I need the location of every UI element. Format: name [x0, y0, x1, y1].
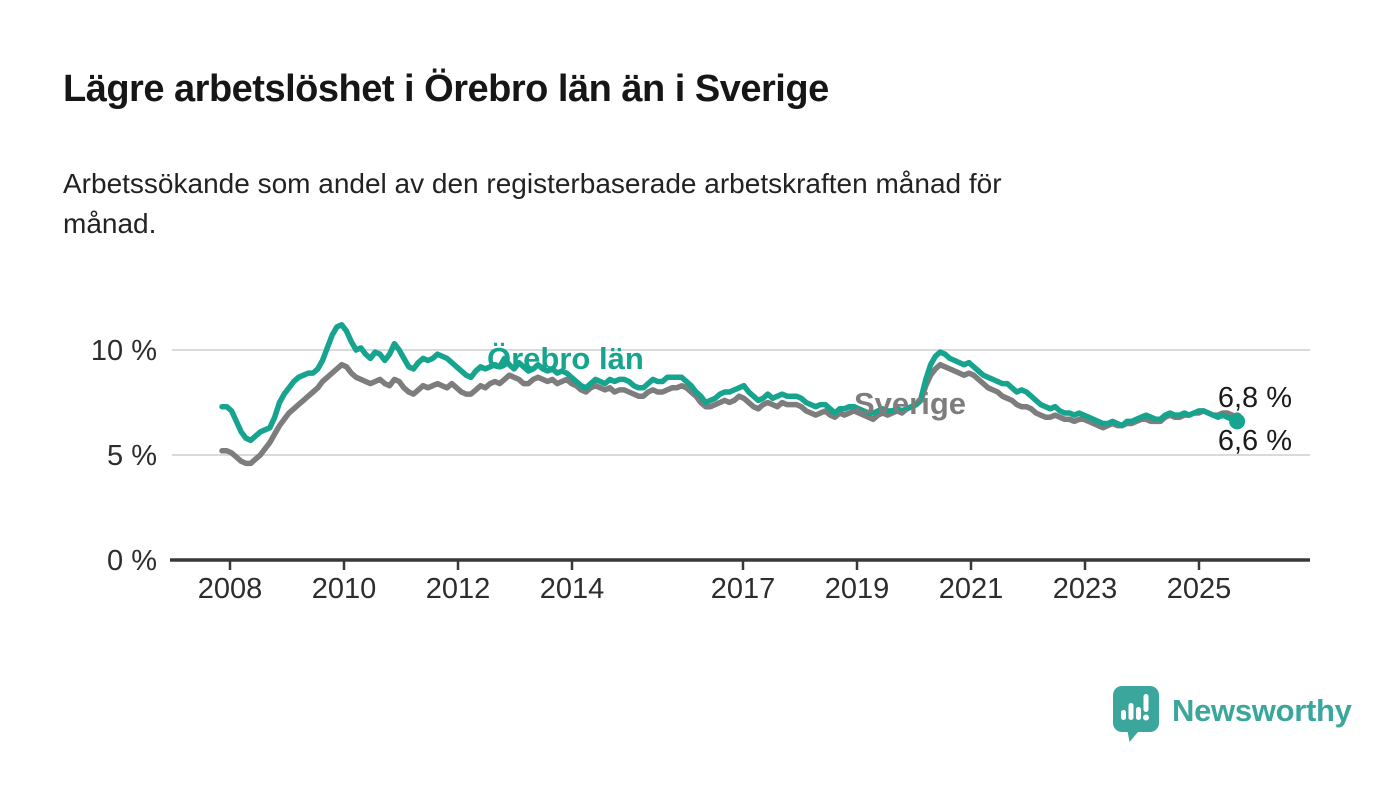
- page-title: Lägre arbetslöshet i Örebro län än i Sve…: [63, 68, 829, 110]
- x-axis-label-2017: 2017: [711, 573, 776, 605]
- x-axis-label-2025: 2025: [1167, 573, 1232, 605]
- x-axis-label-2008: 2008: [198, 573, 263, 605]
- newsworthy-logo-text: Newsworthy: [1172, 693, 1352, 728]
- sverige-line: [219, 361, 1240, 467]
- x-axis-label-2023: 2023: [1053, 573, 1118, 605]
- x-axis-label-2021: 2021: [939, 573, 1004, 605]
- x-axis-ticks: 2008 2010 2012 2014 2017 2019 2021 2023 2025: [198, 560, 1232, 605]
- y-axis-label-10: 10 %: [91, 335, 157, 367]
- subtitle-line-2: månad.: [63, 207, 157, 239]
- chart-subtitle: Arbetssökande som andel av den registerb…: [63, 164, 1303, 244]
- sverige-series-label: Sverige: [854, 386, 966, 421]
- newsworthy-branding: Newsworthy: [1113, 686, 1352, 742]
- newsworthy-logo-icon: [1113, 686, 1159, 742]
- orebro-end-dot: [1229, 413, 1246, 430]
- x-axis-label-2014: 2014: [540, 573, 605, 605]
- orebro-end-value: 6,6 %: [1218, 425, 1292, 457]
- orebro-line: [219, 322, 1240, 444]
- x-axis-label-2012: 2012: [426, 573, 491, 605]
- line-chart: 10 % 5 % 0 % 2008 2010 2012 2014 2017 2019 202…: [91, 322, 1310, 605]
- orebro-series-label: Örebro län: [487, 341, 644, 376]
- sverige-end-value: 6,8 %: [1218, 382, 1292, 414]
- x-axis-label-2019: 2019: [825, 573, 890, 605]
- x-axis-label-2010: 2010: [312, 573, 377, 605]
- y-axis-label-5: 5 %: [107, 440, 157, 472]
- subtitle-line-1: Arbetssökande som andel av den registerb…: [63, 168, 1002, 199]
- y-axis-label-0: 0 %: [107, 545, 157, 577]
